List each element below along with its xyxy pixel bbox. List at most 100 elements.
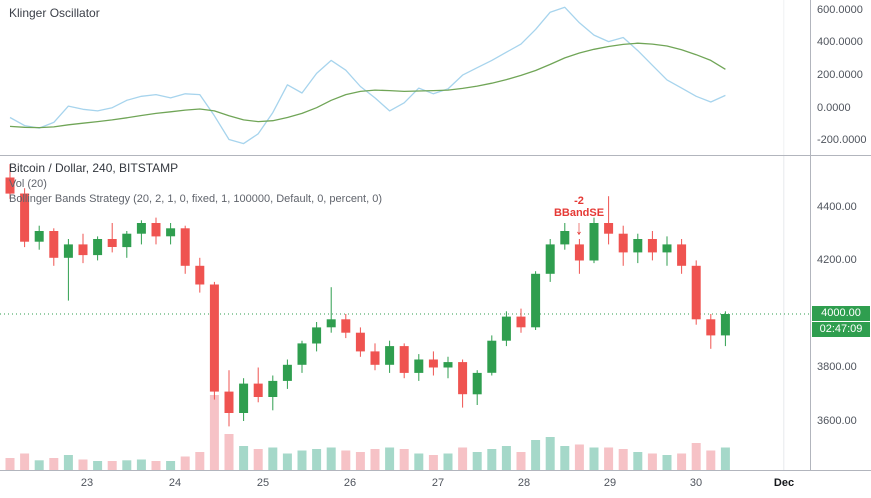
volume-bar xyxy=(662,455,672,470)
volume-bar xyxy=(633,452,643,470)
candle-body xyxy=(107,239,117,247)
candle-body xyxy=(501,316,511,341)
price-axis-tick: 4400.00 xyxy=(817,200,857,213)
candle-body xyxy=(545,244,555,274)
volume-indicator-label[interactable]: Vol (20) xyxy=(9,178,47,190)
candle-body xyxy=(589,223,599,261)
oscillator-line-klinger xyxy=(9,6,726,145)
volume-bar xyxy=(49,458,59,470)
candle-body xyxy=(312,327,322,344)
oscillator-title: Klinger Oscillator xyxy=(9,6,100,20)
volume-bar xyxy=(414,453,424,470)
candle-body xyxy=(63,244,73,258)
pane-separator xyxy=(0,155,871,156)
strategy-label[interactable]: Bollinger Bands Strategy (20, 2, 1, 0, f… xyxy=(9,193,383,205)
legend: Bitcoin / Dollar, 240, BITSTAMP Vol (20)… xyxy=(9,161,382,208)
volume-bar xyxy=(312,449,322,470)
volume-bar xyxy=(355,452,365,470)
oscillator-axis-tick: -200.0000 xyxy=(817,134,867,147)
time-axis-tick: 25 xyxy=(256,477,270,489)
candle-body xyxy=(341,319,351,333)
candle-body xyxy=(516,316,526,328)
volume-bar xyxy=(428,455,438,470)
oscillator-pane[interactable]: Klinger Oscillator xyxy=(0,0,810,155)
time-axis-tick: 23 xyxy=(80,477,94,489)
candle-body xyxy=(677,244,687,266)
candle-body xyxy=(662,244,672,253)
time-axis[interactable]: 23 24 25 26 27 28 29 30 Dec xyxy=(0,470,871,498)
volume-bar xyxy=(545,437,555,470)
candle-body xyxy=(209,284,219,392)
candle-body xyxy=(618,233,628,253)
volume-bar xyxy=(574,444,584,470)
volume-bar xyxy=(180,456,190,470)
main-pane[interactable]: Bitcoin / Dollar, 240, BITSTAMP Vol (20)… xyxy=(0,155,810,470)
price-axis-tick: 3800.00 xyxy=(817,361,857,374)
oscillator-axis-tick: 400.0000 xyxy=(817,36,863,49)
time-axis-tick: 30 xyxy=(689,477,703,489)
volume-bar xyxy=(531,440,541,470)
candle-body xyxy=(195,265,205,285)
candle-body xyxy=(720,314,730,336)
candle-body xyxy=(93,239,103,256)
candle-body xyxy=(355,332,365,352)
price-plot[interactable] xyxy=(0,155,810,470)
symbol-title[interactable]: Bitcoin / Dollar, 240, BITSTAMP xyxy=(9,161,179,175)
volume-bar xyxy=(122,460,132,470)
volume-bar xyxy=(63,455,73,470)
candle-body xyxy=(458,362,468,395)
volume-bar xyxy=(443,453,453,470)
sell-signal-annotation: -2 BBandSE ↓ xyxy=(534,195,624,240)
candle-body xyxy=(78,244,88,256)
candle-body xyxy=(166,228,176,237)
volume-bar xyxy=(326,447,336,470)
volume-bar xyxy=(370,449,380,470)
oscillator-axis-tick: 200.0000 xyxy=(817,69,863,82)
volume-bar xyxy=(647,453,657,470)
candle-body xyxy=(282,364,292,381)
volume-bar xyxy=(297,450,307,470)
volume-bar xyxy=(720,447,730,470)
volume-bar xyxy=(501,446,511,470)
volume-bar xyxy=(107,461,117,470)
candle-body xyxy=(122,233,132,248)
candle-body xyxy=(297,343,307,365)
oscillator-axis-tick: 600.0000 xyxy=(817,3,863,16)
volume-bar xyxy=(691,443,701,470)
candle-body xyxy=(136,223,146,234)
volume-bar xyxy=(239,446,249,470)
candle-body xyxy=(531,273,541,328)
price-axis-tick: 3600.00 xyxy=(817,415,857,428)
candle-body xyxy=(428,359,438,368)
volume-bar xyxy=(487,449,497,470)
candle-body xyxy=(604,223,614,234)
volume-bar xyxy=(385,447,395,470)
time-axis-tick: 29 xyxy=(603,477,617,489)
candle-body xyxy=(472,372,482,395)
candle-body xyxy=(268,380,278,397)
candle-body xyxy=(151,223,161,237)
time-axis-tick: 28 xyxy=(517,477,531,489)
volume-bar xyxy=(34,460,44,470)
volume-bar xyxy=(166,461,176,470)
candle-body xyxy=(370,351,380,365)
volume-bar xyxy=(209,395,219,470)
volume-bar xyxy=(224,434,234,470)
volume-bar xyxy=(136,459,146,470)
volume-bar xyxy=(604,447,614,470)
candle-body xyxy=(633,239,643,253)
volume-bar xyxy=(516,452,526,470)
volume-bar xyxy=(341,450,351,470)
candle-body xyxy=(414,359,424,373)
volume-bar xyxy=(618,449,628,470)
time-axis-tick: 26 xyxy=(343,477,357,489)
oscillator-plot[interactable] xyxy=(0,0,810,155)
price-axis[interactable]: 4000.00 02:47:09 600.0000 400.0000 200.000… xyxy=(810,0,871,470)
volume-bar xyxy=(268,447,278,470)
volume-bar xyxy=(78,459,88,470)
oscillator-axis-tick: 0.0000 xyxy=(817,101,851,114)
candle-body xyxy=(560,231,570,245)
volume-bar xyxy=(5,458,15,470)
down-arrow-icon: ↓ xyxy=(575,216,583,240)
time-axis-tick: 27 xyxy=(431,477,445,489)
